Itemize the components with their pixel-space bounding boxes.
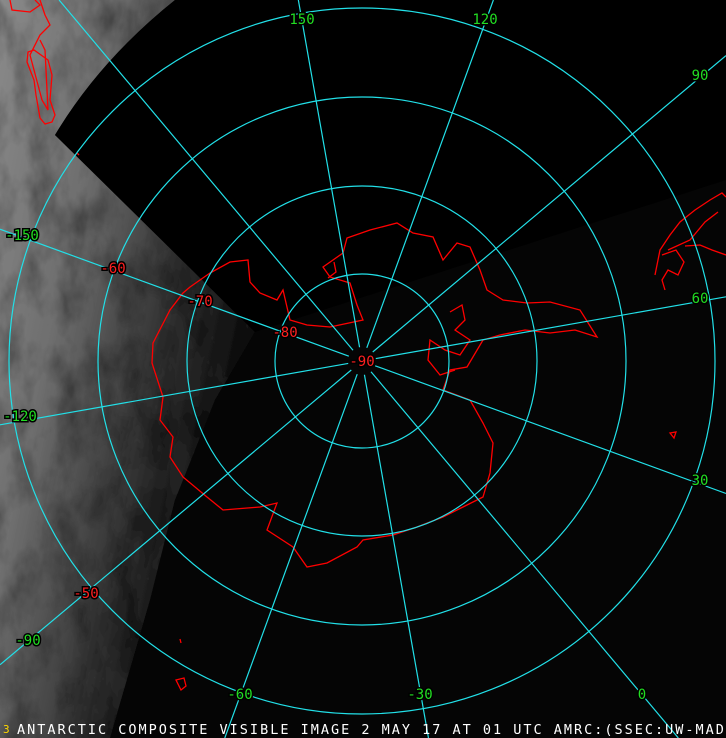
meridian-line	[375, 296, 726, 360]
new-zealand-coastline	[9, 0, 56, 125]
longitude-label: 60	[692, 291, 709, 307]
meridian-line	[366, 0, 494, 349]
longitude-label: 150	[289, 12, 314, 28]
meridian-line	[224, 373, 358, 738]
longitude-label: -120	[3, 409, 37, 425]
parallel-circle	[274, 273, 450, 449]
longitude-label: 120	[472, 12, 497, 28]
ice-shelf-outline	[327, 261, 471, 376]
island-coastline	[76, 152, 677, 692]
parallel-circle	[186, 185, 538, 537]
latitude-label: -70	[187, 294, 212, 310]
cloud-imagery-region	[0, 0, 255, 738]
meridian-line	[58, 0, 354, 351]
longitude-label: -30	[407, 687, 432, 703]
meridian-line	[297, 0, 361, 348]
meridian-line	[374, 365, 726, 495]
longitude-label: 90	[692, 68, 709, 84]
southern-ocean-islands-coastline	[654, 192, 726, 291]
coastlines	[9, 0, 726, 692]
longitude-label: 30	[692, 473, 709, 489]
longitude-label: -60	[227, 687, 252, 703]
meridian-line	[0, 362, 349, 426]
meridian-line	[0, 369, 352, 666]
parallel-circle	[97, 96, 627, 626]
latitude-label: -60	[100, 261, 125, 277]
longitude-label: -150	[5, 228, 39, 244]
meridian-line	[370, 371, 679, 738]
latitude-label: -90	[349, 354, 374, 370]
latitude-label: -50	[73, 586, 98, 602]
meridian-line	[363, 374, 430, 738]
longitude-label: -90	[15, 633, 40, 649]
parallel-circle	[8, 7, 716, 715]
antarctica-coastline	[151, 222, 599, 568]
grid-labels: 150 120 90 60 30 0 -30 -60 -90 -120 -150…	[2, 11, 710, 705]
meridian-line	[372, 55, 726, 353]
frame-number: 3	[3, 723, 10, 736]
meridian-line	[0, 228, 350, 357]
image-caption: ANTARCTIC COMPOSITE VISIBLE IMAGE 2 MAY …	[17, 722, 726, 738]
longitude-label: 0	[638, 687, 646, 703]
no-data-wedge	[55, 0, 726, 332]
latitude-label: -80	[272, 325, 297, 341]
